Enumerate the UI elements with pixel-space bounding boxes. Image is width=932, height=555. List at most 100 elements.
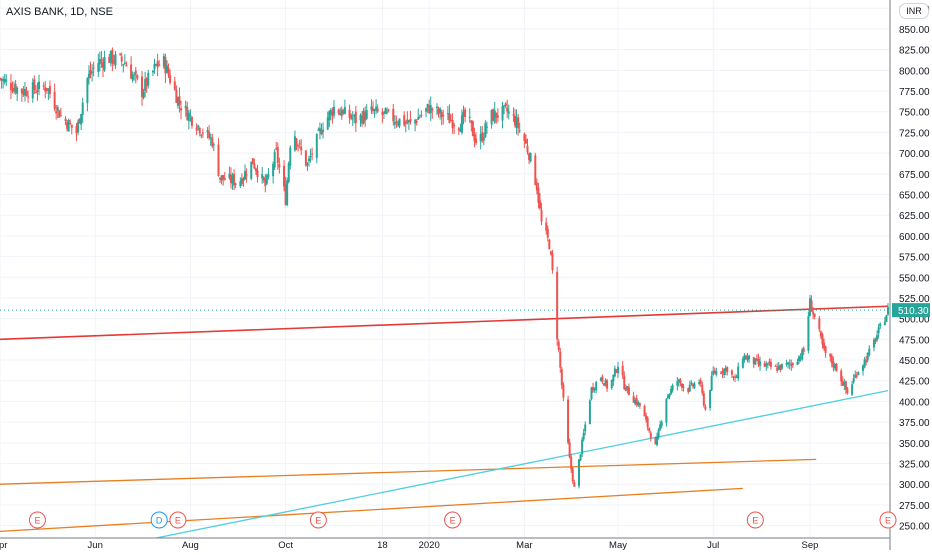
candle-body <box>823 342 826 349</box>
candle-body <box>802 348 805 352</box>
candle-body <box>824 346 827 353</box>
candle-body <box>713 370 716 374</box>
candle-body <box>100 59 103 61</box>
candle-body <box>315 134 318 158</box>
candle-body <box>308 158 311 162</box>
candle-body <box>144 79 147 91</box>
candle-body <box>721 371 724 373</box>
candle-body <box>453 124 456 127</box>
candle-body <box>462 112 465 117</box>
candle-body <box>474 138 477 143</box>
candle-body <box>623 375 626 389</box>
candle-body <box>393 121 396 125</box>
candle-body <box>799 357 802 359</box>
candle-body <box>592 386 595 391</box>
candle-body <box>755 358 758 360</box>
candle-body <box>679 379 682 384</box>
candle-body <box>801 349 804 360</box>
price-tick-label: 400.00 <box>899 397 930 408</box>
candle-body <box>153 63 156 69</box>
candle-body <box>634 399 637 405</box>
candle-body <box>833 363 836 369</box>
candle-body <box>540 210 543 222</box>
candle-body <box>306 163 309 165</box>
candle-body <box>821 334 824 345</box>
price-tick-label: 675.00 <box>899 170 930 181</box>
candle-body <box>712 370 715 375</box>
candle-body <box>219 177 222 180</box>
candle-body <box>426 104 429 108</box>
event-marker-label: E <box>315 516 321 526</box>
candle-body <box>515 117 518 128</box>
candle-body <box>741 359 744 368</box>
candle-body <box>97 63 100 72</box>
candle-body <box>570 456 573 470</box>
candle-body <box>119 53 122 55</box>
price-tick-label: 575.00 <box>899 253 930 264</box>
candle-body <box>666 395 669 399</box>
candle-body <box>645 415 648 420</box>
candle-body <box>537 187 540 203</box>
candle-body <box>808 298 811 316</box>
candle-body <box>785 363 788 365</box>
candle-body <box>627 387 630 395</box>
candle-body <box>111 49 114 64</box>
candle-body <box>386 111 389 113</box>
candle-body <box>254 168 257 171</box>
candle-body <box>16 87 19 94</box>
candle-body <box>220 175 223 181</box>
candle-body <box>86 78 89 104</box>
candle-body <box>646 417 649 428</box>
candle-body <box>69 122 72 124</box>
candle-body <box>670 388 673 394</box>
event-marker <box>746 511 764 529</box>
price-tick-label: 425.00 <box>899 377 930 388</box>
candle-body <box>311 153 314 155</box>
candle-body <box>743 355 746 361</box>
candle-body <box>142 91 145 98</box>
candle-body <box>548 239 551 250</box>
candle-body <box>523 133 526 141</box>
candle-body <box>211 137 214 147</box>
candle-body <box>643 405 646 417</box>
candle-body <box>80 113 83 125</box>
candle-body <box>66 121 69 129</box>
candle-body <box>222 174 225 180</box>
candle-body <box>33 79 36 90</box>
candle-body <box>298 143 301 145</box>
event-marker <box>169 511 187 529</box>
candle-body <box>309 156 312 158</box>
price-tick-label: 350.00 <box>899 439 930 450</box>
candle-body <box>228 173 231 178</box>
candle-body <box>450 120 453 122</box>
candle-body <box>162 55 165 67</box>
candle-body <box>691 384 694 387</box>
trendline-support_orange <box>0 487 743 533</box>
candle-body <box>528 153 531 160</box>
candle-body <box>885 315 888 322</box>
time-tick-label: Jul <box>707 540 719 550</box>
candle-body <box>473 134 476 142</box>
candle-body <box>769 362 772 367</box>
candle-body <box>231 175 234 184</box>
time-tick-label: Aug <box>182 540 199 550</box>
time-tick-label: Oct <box>278 540 293 550</box>
candle-body <box>854 374 857 378</box>
candle-body <box>702 393 705 406</box>
candle-body <box>417 117 420 120</box>
candle-body <box>418 116 421 118</box>
candle-body <box>439 108 442 113</box>
candle-body <box>688 384 691 392</box>
candle-body <box>493 110 496 123</box>
event-marker <box>444 511 462 529</box>
candle-body <box>354 111 357 124</box>
candle-body <box>384 108 387 114</box>
candle-body <box>748 355 751 360</box>
trendline-resistance <box>0 305 889 341</box>
candle-body <box>286 180 289 206</box>
time-tick-label: 18 <box>377 540 388 550</box>
currency-badge[interactable]: INR <box>899 3 929 19</box>
